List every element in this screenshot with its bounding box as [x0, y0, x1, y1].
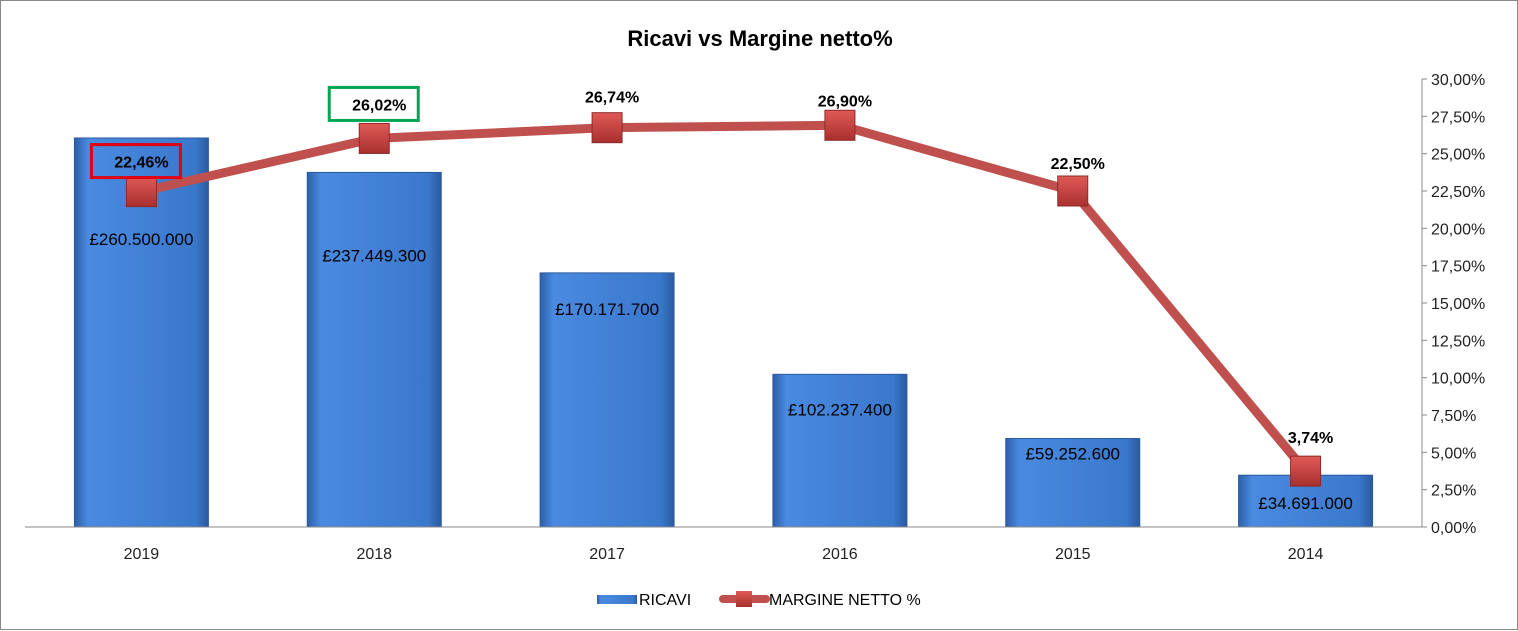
highlight-box-2019 [89, 143, 182, 180]
bar-label-2016: £102.237.400 [788, 400, 892, 419]
marker-2015 [1057, 175, 1089, 207]
marker-2017 [591, 112, 623, 144]
y2-tick-label: 22,50% [1431, 184, 1485, 201]
y2-tick-label: 7,50% [1431, 408, 1476, 425]
bar-label-2015: £59.252.600 [1025, 445, 1120, 464]
margine-line [140, 120, 1310, 475]
bar-2015 [1005, 438, 1141, 528]
marker-2018 [358, 122, 390, 154]
x-tick-2015: 2015 [1055, 546, 1091, 563]
y2-tick-label: 30,00% [1431, 72, 1485, 89]
y2-tick-label: 25,00% [1431, 147, 1485, 164]
marker-2014 [1290, 455, 1322, 487]
chart-title: Ricavi vs Margine netto% [627, 26, 892, 51]
line-label-2014: 3,74% [1288, 430, 1333, 447]
y2-tick-label: 27,50% [1431, 109, 1485, 126]
legend-swatch-ricavi [597, 595, 637, 604]
y2-tick-label: 0,00% [1431, 520, 1476, 537]
line-label-2019: 22,46% [114, 155, 168, 172]
bar-2017 [539, 272, 675, 528]
bar-label-2014: £34.691.000 [1258, 494, 1353, 513]
x-tick-2017: 2017 [589, 546, 625, 563]
marker-2019 [125, 176, 157, 208]
line-label-2017: 26,74% [585, 90, 639, 107]
y2-tick-label: 20,00% [1431, 221, 1485, 238]
legend-label-ricavi: RICAVI [639, 592, 691, 609]
y2-tick-label: 2,50% [1431, 483, 1476, 500]
bar-2016 [772, 373, 908, 528]
line-label-2015: 22,50% [1051, 156, 1105, 173]
legend: RICAVI MARGINE NETTO % [597, 591, 921, 609]
y2-tick-label: 12,50% [1431, 333, 1485, 350]
y2-tick-label: 10,00% [1431, 371, 1485, 388]
bar-label-2017: £170.171.700 [555, 300, 659, 319]
x-tick-2019: 2019 [124, 546, 160, 563]
line-label-2018: 26,02% [352, 97, 406, 114]
legend-label-margine: MARGINE NETTO % [769, 592, 921, 609]
x-tick-2014: 2014 [1288, 546, 1324, 563]
legend-marker-margine [736, 591, 752, 607]
highlight-box-2018 [327, 85, 420, 122]
y2-tick-label: 5,00% [1431, 445, 1476, 462]
marker-2016 [824, 109, 856, 141]
y2-tick-label: 15,00% [1431, 296, 1485, 313]
y2-tick-label: 17,50% [1431, 259, 1485, 276]
x-tick-2016: 2016 [822, 546, 858, 563]
x-tick-2018: 2018 [356, 546, 392, 563]
line-label-2016: 26,90% [818, 93, 872, 110]
bar-label-2019: £260.500.000 [89, 230, 193, 249]
bar-2018 [306, 171, 442, 528]
bar-label-2018: £237.449.300 [322, 246, 426, 265]
